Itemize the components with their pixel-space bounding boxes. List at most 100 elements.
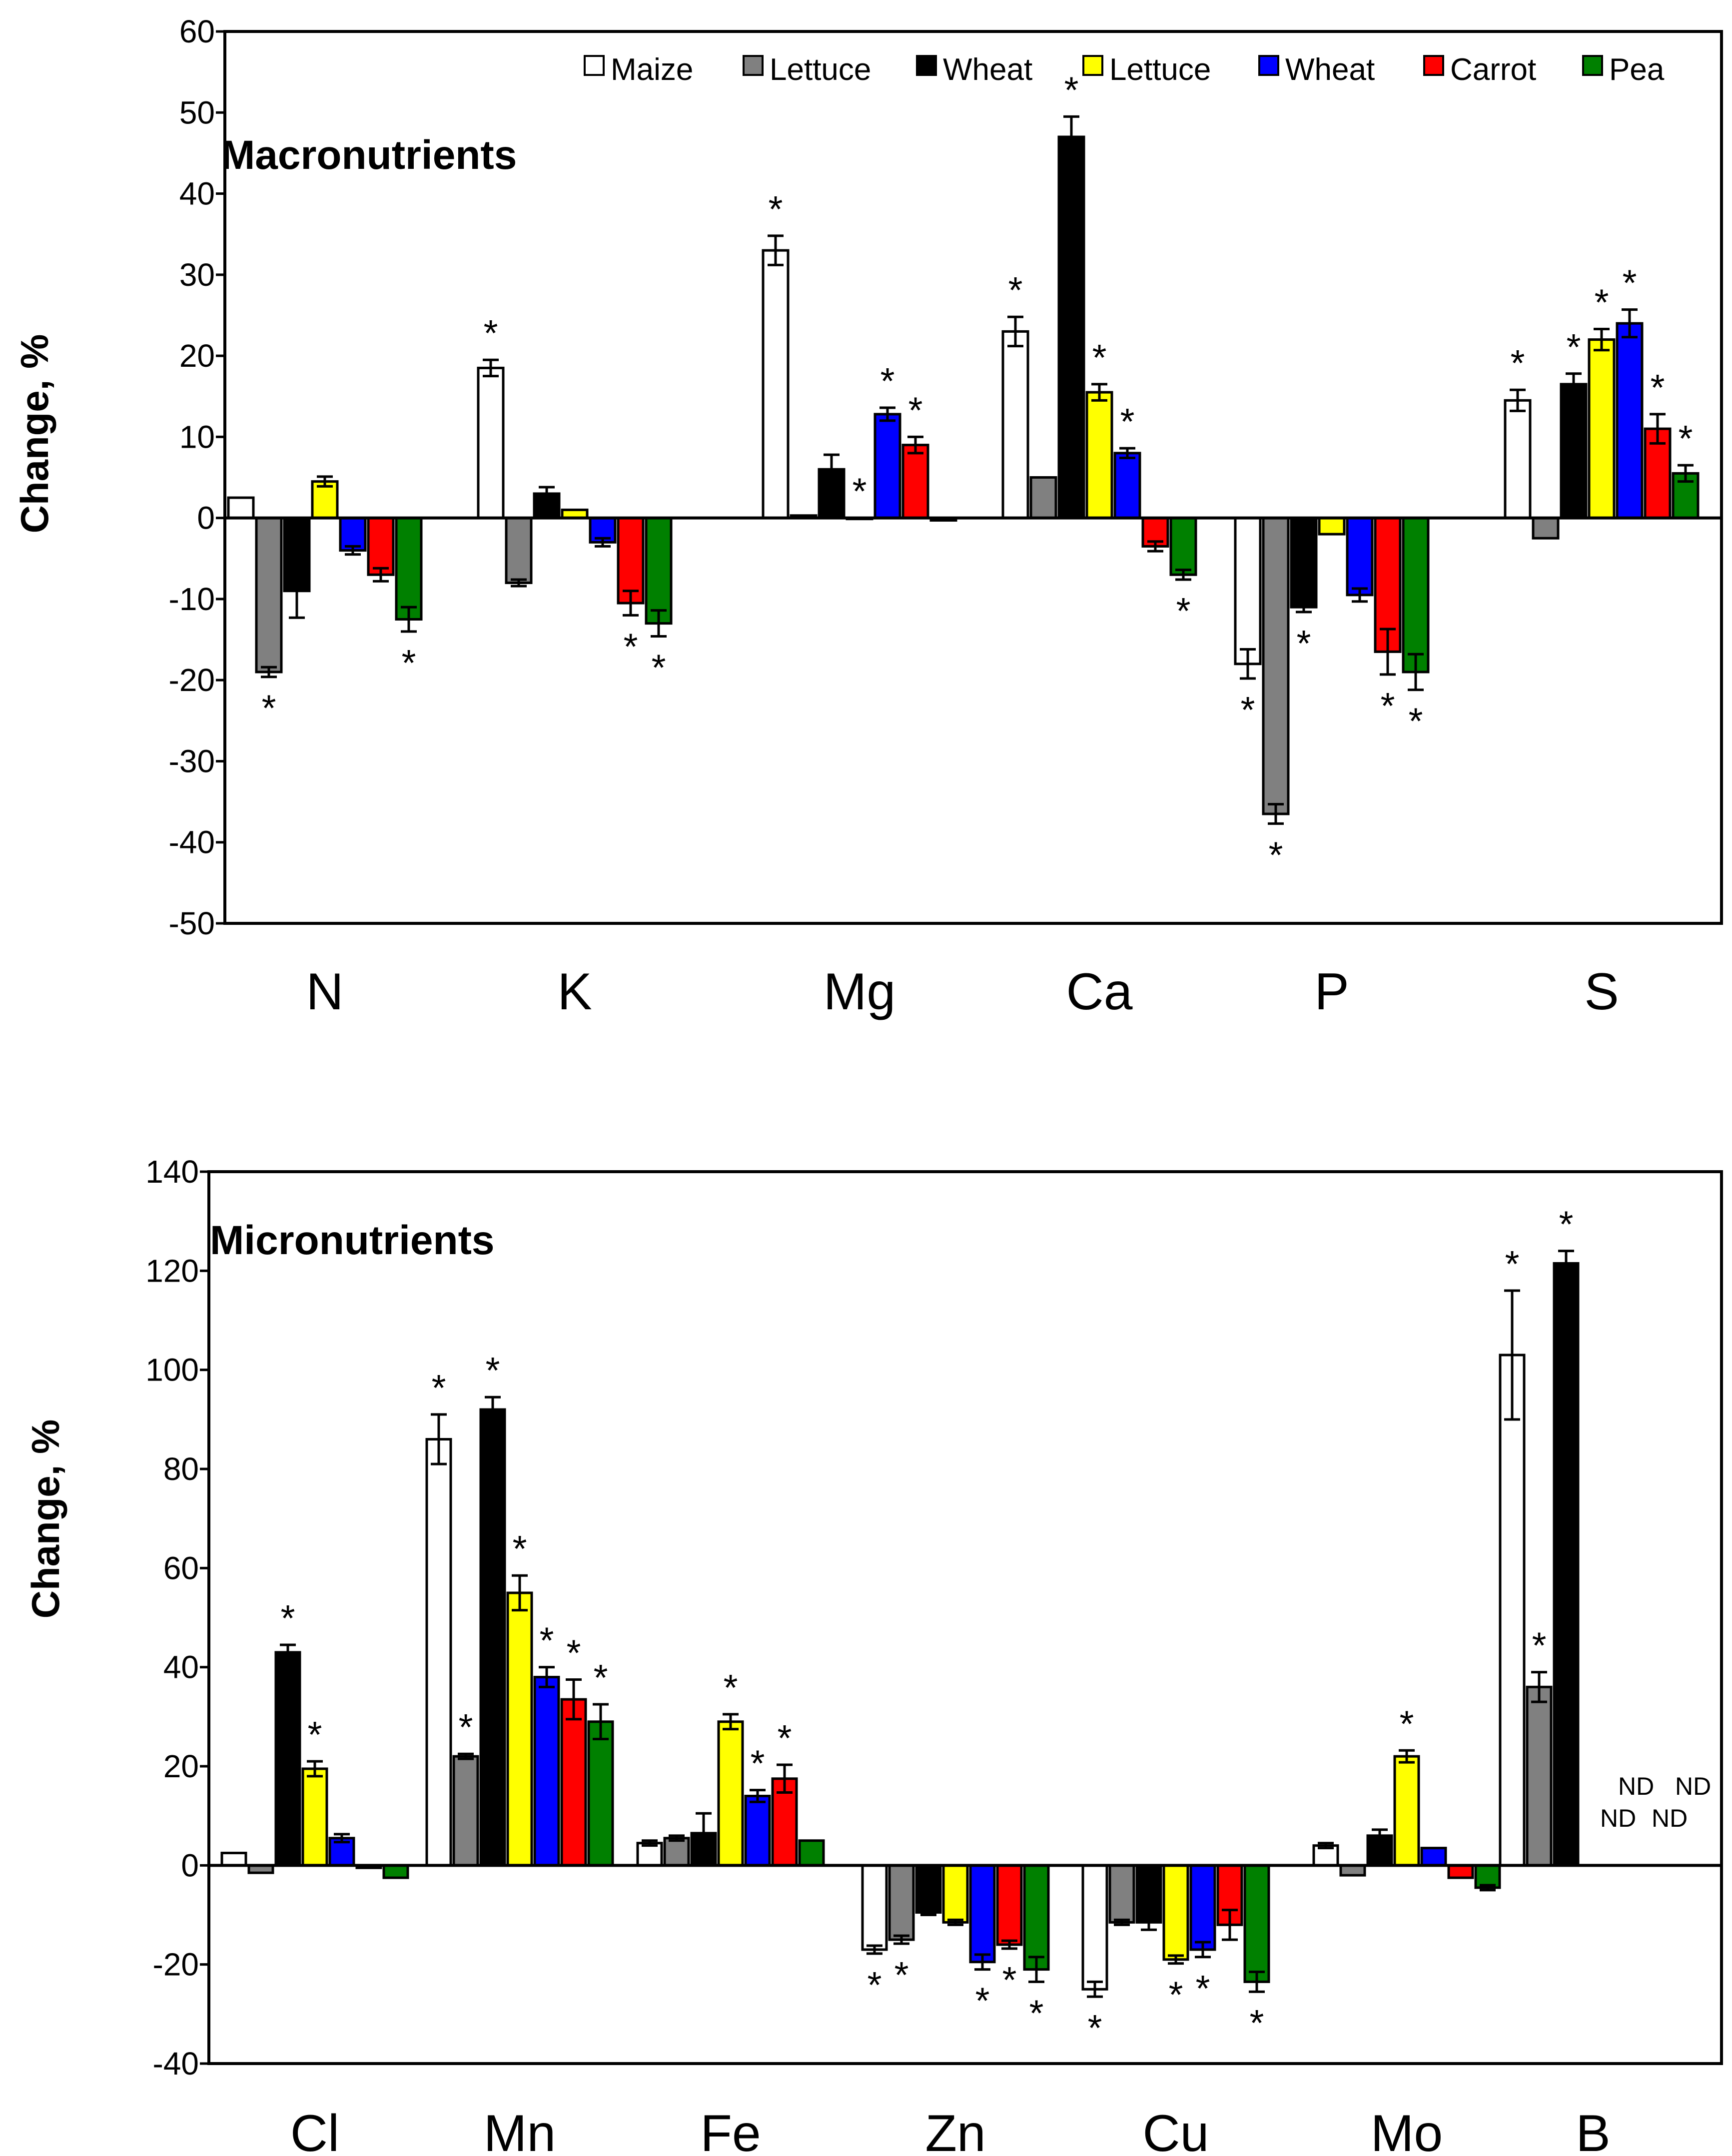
significance-star: * [624,626,638,667]
significance-star: * [1120,401,1135,442]
bar [1616,322,1644,520]
bar [227,496,255,520]
y-tick-label: -20 [169,662,215,698]
bar [255,517,283,674]
significance-star: * [880,360,895,402]
bar [1234,517,1262,666]
bar [1499,1354,1526,1867]
bar [996,1864,1023,1946]
bar [717,1720,744,1867]
significance-star: * [262,688,276,729]
y-tick-label: 140 [145,1154,199,1190]
y-tick-label: 30 [179,257,215,293]
bar [1113,452,1141,520]
nd-label: ND [1652,1804,1688,1832]
significance-star: * [769,188,783,230]
bar [274,1651,301,1867]
significance-star: * [1381,685,1395,726]
bar [969,1864,996,1964]
bar [1029,476,1057,520]
bar [425,1438,452,1867]
legend-label-wheat: Wheat [943,52,1032,87]
bar-series: * * * * * * * * * * * * * * * * * * * * * * * * * [227,69,1700,875]
y-tick-label: 40 [163,1649,199,1685]
nd-annotations: ND ND ND ND [1600,1772,1711,1832]
x-category-label: S [1584,963,1619,1021]
significance-star: * [652,647,666,689]
bar [477,366,505,520]
significance-star: * [1505,1243,1520,1285]
significance-star: * [1092,337,1107,378]
significance-star: * [1196,1968,1210,2009]
bar [505,517,533,584]
y-tick-label: -50 [169,905,215,941]
significance-star: * [1559,1204,1574,1245]
bar [1001,330,1029,520]
y-tick-label: -40 [153,2046,199,2082]
x-axis-categories: N K Mg Ca P S [306,963,1619,1021]
bar [452,1755,479,1867]
y-axis-label: Change, % [12,334,56,534]
legend-swatch-wheat [916,55,937,76]
bar [220,1852,247,1867]
bar [560,1698,587,1867]
significance-star: * [1409,701,1423,742]
significance-star: * [751,1743,765,1784]
bar [942,1864,969,1924]
y-axis-ticks: -40 -20 0 20 40 60 80 100 120 140 [145,1154,209,2082]
bar [1526,1685,1553,1867]
y-tick-label: 0 [197,500,215,536]
bar [1504,399,1532,520]
bar [1081,1864,1108,1991]
x-category-label: Mn [484,2105,556,2156]
bar [1420,1847,1447,1867]
bar [367,517,395,576]
legend-swatch-wheat-2 [1258,55,1279,76]
significance-star: * [1002,1959,1017,2001]
y-tick-label: 80 [163,1451,199,1487]
bar [663,1837,690,1867]
significance-star: * [1595,282,1609,323]
x-category-label: N [306,963,343,1021]
bar [744,1795,771,1867]
significance-star: * [486,1350,500,1391]
legend-swatch-pea [1582,55,1603,76]
y-tick-label: 60 [179,13,215,49]
x-category-label: P [1314,963,1349,1021]
bar [1588,338,1616,520]
significance-star: * [1532,1625,1547,1666]
nd-label: ND [1618,1772,1654,1800]
macronutrients-panel: Macronutrients Change, % -50 -40 -30 -20 -10… [12,13,1723,1021]
bar [1318,517,1346,536]
significance-star: * [894,1954,909,1996]
x-category-label: Ca [1066,963,1133,1021]
significance-star: * [1169,1974,1183,2016]
bar [1402,517,1430,674]
significance-star: * [1269,834,1283,875]
bar [1162,1864,1189,1961]
bar [861,1864,888,1951]
x-category-label: Mo [1371,2105,1443,2156]
bar [533,1676,560,1867]
significance-star: * [778,1717,792,1759]
bar [395,517,423,621]
bar-series: * * * * * * * * * * * * * * * * * * * * * * * * * [220,1204,1580,2049]
bar [1057,135,1085,520]
significance-star: * [459,1706,473,1748]
bar [915,1864,942,1914]
bar [1393,1755,1420,1867]
significance-star: * [432,1367,446,1409]
significance-star: * [594,1657,608,1698]
bar [873,413,901,520]
significance-star: * [908,389,923,431]
bar [1447,1864,1474,1879]
bar [1085,391,1113,520]
legend-label-wheat-2: Wheat [1285,52,1375,87]
significance-star: * [1241,689,1255,730]
y-tick-label: -20 [153,1947,199,1983]
significance-star: * [281,1597,295,1639]
bar [1553,1262,1580,1867]
bar [1108,1864,1135,1924]
y-tick-label: -30 [169,743,215,779]
